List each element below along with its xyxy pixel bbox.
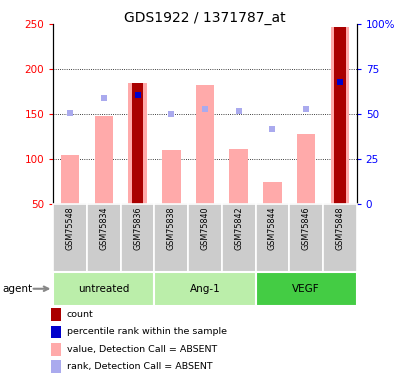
Point (100, 95, 107, 101)
Bar (229, 150, 247, 204)
Bar (53, 204, 87, 272)
Text: GSM75846: GSM75846 (301, 206, 310, 250)
Bar (51, 360, 61, 373)
Bar (296, 134, 315, 204)
Text: rank, Detection Call = ABSENT: rank, Detection Call = ABSENT (67, 362, 212, 371)
Bar (154, 272, 255, 306)
Bar (322, 204, 356, 272)
Bar (94, 116, 113, 204)
Text: agent: agent (2, 284, 32, 294)
Text: GSM75848: GSM75848 (335, 206, 344, 250)
Point (168, 111, 174, 117)
Text: value, Detection Call = ABSENT: value, Detection Call = ABSENT (67, 345, 217, 354)
Text: count: count (67, 310, 93, 319)
Bar (87, 204, 120, 272)
Point (268, 126, 275, 132)
Text: GSM75844: GSM75844 (267, 206, 276, 250)
Point (235, 108, 241, 114)
Text: GSM75840: GSM75840 (200, 206, 209, 250)
Bar (61, 155, 79, 204)
Bar (51, 308, 61, 321)
Bar (188, 204, 221, 272)
Bar (263, 182, 281, 204)
Bar (195, 85, 214, 204)
Bar (333, 27, 345, 204)
Text: Ang-1: Ang-1 (189, 284, 220, 294)
Text: GSM75842: GSM75842 (234, 206, 243, 250)
Bar (131, 83, 143, 204)
Bar (120, 204, 154, 272)
Text: GDS1922 / 1371787_at: GDS1922 / 1371787_at (124, 11, 285, 25)
Text: GSM75548: GSM75548 (65, 206, 74, 250)
Bar (162, 150, 180, 204)
Text: GSM75836: GSM75836 (133, 206, 142, 250)
Point (302, 106, 309, 112)
Bar (255, 204, 289, 272)
Bar (51, 326, 61, 338)
Bar (154, 204, 188, 272)
Point (336, 79, 342, 85)
Bar (330, 27, 348, 204)
Text: GSM75834: GSM75834 (99, 206, 108, 250)
Bar (128, 83, 146, 204)
Text: untreated: untreated (78, 284, 129, 294)
Text: percentile rank within the sample: percentile rank within the sample (67, 327, 226, 336)
Point (134, 92, 141, 98)
Bar (255, 272, 356, 306)
Bar (53, 272, 154, 306)
Bar (51, 343, 61, 355)
Bar (221, 204, 255, 272)
Text: GSM75838: GSM75838 (166, 206, 175, 250)
Bar (289, 204, 322, 272)
Text: VEGF: VEGF (292, 284, 319, 294)
Point (201, 106, 208, 112)
Point (67, 110, 73, 116)
